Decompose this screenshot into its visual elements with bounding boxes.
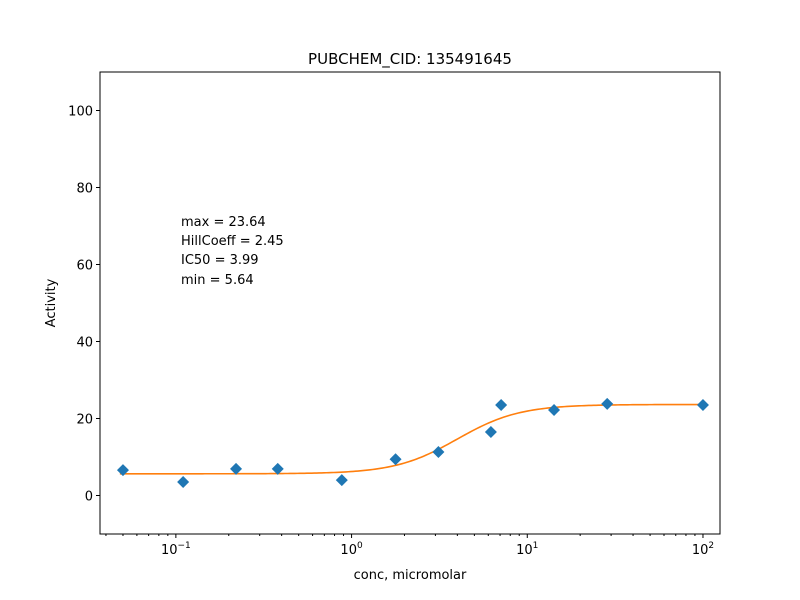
x-tick-label: 100 — [340, 541, 363, 558]
y-axis-label: Activity — [44, 278, 59, 327]
data-point — [696, 399, 709, 412]
y-tick-label: 0 — [85, 490, 93, 505]
data-point — [116, 464, 129, 477]
plot-area — [116, 397, 709, 489]
data-point — [601, 397, 614, 410]
fit-annotations: max = 23.64 HillCoeff = 2.45 IC50 = 3.99… — [181, 215, 284, 288]
y-tick-label: 20 — [76, 413, 93, 428]
y-tick-label: 100 — [68, 105, 93, 120]
data-point — [335, 474, 348, 487]
data-point — [177, 476, 190, 489]
y-tick-label: 40 — [76, 336, 93, 351]
data-point — [230, 462, 243, 475]
annotation-min: min = 5.64 — [181, 273, 254, 288]
data-point — [389, 453, 402, 466]
y-tick-label: 80 — [76, 182, 93, 197]
y-axis-ticks: 0 20 40 60 80 100 — [68, 105, 100, 505]
fit-curve — [119, 403, 703, 475]
axes-frame — [99, 71, 721, 535]
annotation-hillcoeff: HillCoeff = 2.45 — [181, 234, 284, 249]
y-tick-label: 60 — [76, 259, 93, 274]
data-point — [432, 445, 445, 458]
data-point — [495, 399, 508, 412]
data-point — [484, 425, 497, 438]
x-axis-ticks: 10−1 100 101 102 — [105, 534, 714, 558]
data-point — [548, 404, 561, 417]
x-tick-label: 101 — [516, 541, 538, 558]
x-axis-label: conc, micromolar — [354, 568, 467, 583]
data-point — [271, 462, 284, 475]
annotation-max: max = 23.64 — [181, 215, 266, 230]
chart-title: PUBCHEM_CID: 135491645 — [308, 50, 512, 69]
x-tick-label: 10−1 — [161, 541, 191, 558]
x-tick-label: 102 — [692, 541, 714, 558]
annotation-ic50: IC50 = 3.99 — [181, 253, 259, 268]
